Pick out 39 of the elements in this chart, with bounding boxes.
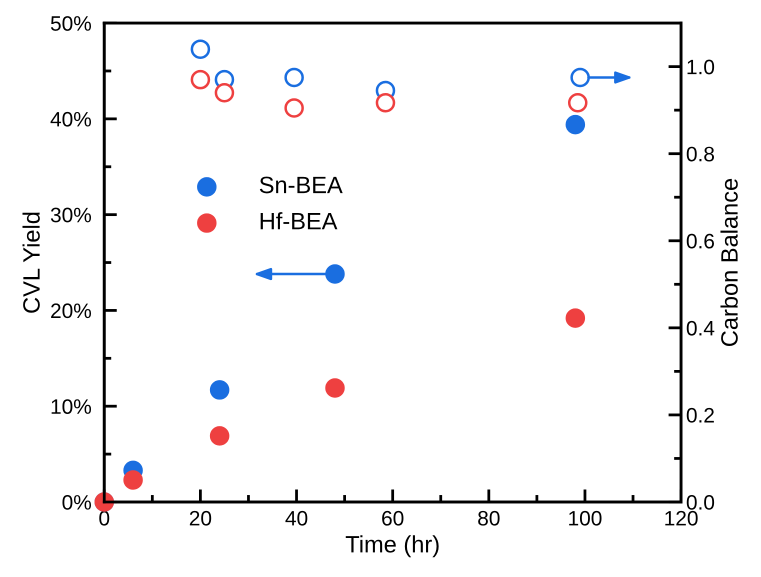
point	[376, 93, 396, 113]
x-tick-label: 80	[478, 510, 500, 526]
point	[570, 68, 590, 88]
x-tick-label: 20	[190, 510, 212, 526]
point	[566, 308, 586, 328]
legend-label: Hf-BEA	[260, 212, 338, 230]
point	[210, 426, 230, 446]
y2-axis-title: Carbon Balance	[720, 178, 738, 346]
point	[284, 98, 304, 118]
point	[123, 470, 143, 490]
point	[325, 264, 345, 284]
point	[214, 82, 234, 102]
point	[210, 380, 230, 400]
y2-tick-label: 0.0	[686, 494, 714, 510]
y-tick-label: 0%	[62, 494, 92, 510]
y-tick-label: 30%	[50, 208, 92, 222]
y2-tick-label: 0.6	[686, 234, 714, 249]
x-tick-label: 0	[99, 510, 110, 526]
y2-tick-label: 0.4	[686, 320, 714, 336]
point	[190, 39, 210, 59]
y-tick-label: 40%	[50, 112, 92, 127]
x-tick-label: 120	[665, 510, 698, 526]
y-tick-label: 50%	[50, 16, 92, 31]
point	[190, 70, 210, 90]
x-tick-label: 40	[285, 510, 308, 526]
point	[568, 93, 588, 113]
y2-tick-label: 0.8	[686, 146, 714, 162]
y2-tick-label: 0.2	[686, 408, 714, 423]
y-tick-label: 20%	[51, 303, 92, 318]
y-tick-label: 10%	[52, 399, 92, 414]
legend-label: Sn-BEA	[260, 176, 343, 194]
x-tick-label: 100	[569, 510, 602, 526]
point	[284, 68, 304, 88]
x-axis-title: Time (hr)	[346, 535, 439, 558]
y2-tick-label: 1.0	[688, 60, 714, 74]
y-axis-title: CVL Yield	[22, 212, 40, 313]
x-tick-label: 60	[382, 510, 404, 526]
point	[566, 114, 586, 134]
point	[325, 378, 345, 398]
